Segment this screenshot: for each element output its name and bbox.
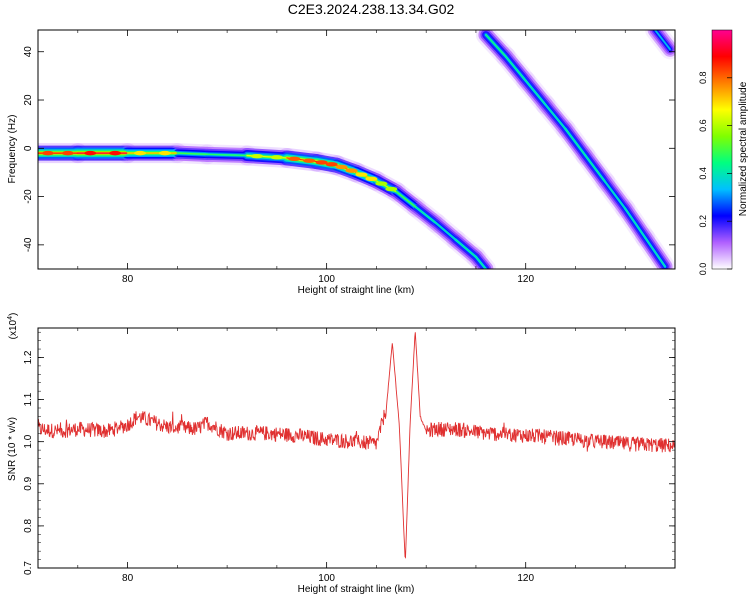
trace-hotspot (325, 162, 338, 167)
trace-hotspot (385, 186, 398, 192)
colorbar-tick-label: 0.2 (698, 215, 708, 228)
snr-y-tick-label: 1.2 (23, 350, 34, 364)
colorbar-tick-label: 0.6 (698, 119, 708, 132)
spectrogram-panel: 80 100 120 -40 -20 0 20 40 Height of straight l… (7, 29, 676, 296)
snr-y-tick-label: 0.8 (23, 519, 34, 533)
spectral-trace-1 (38, 143, 496, 269)
snr-x-label: Height of straight line (km) (298, 584, 415, 595)
trace-segment (485, 34, 507, 58)
trace-segment (604, 181, 626, 210)
trace-segment (644, 237, 666, 268)
snr-panel: 80 100 120 0.7 0.8 0.9 1.0 1.1 1.2 Height of str… (7, 313, 676, 595)
trace-hotspot (61, 150, 74, 156)
trace-segment (176, 152, 208, 155)
colorbar-tick-label: 0.4 (698, 167, 708, 180)
colorbar-tick-label: 0.0 (698, 263, 708, 276)
spectrogram-y-tick-label: 40 (23, 46, 34, 58)
trace-segment (564, 128, 587, 157)
trace-hotspot (270, 155, 283, 160)
trace-hotspot (315, 160, 328, 165)
spectrogram-frame (37, 29, 676, 270)
trace-segment (415, 206, 437, 224)
spectrogram-x-tick-label: 80 (122, 274, 134, 285)
spectrogram-x-tick-label: 100 (318, 274, 335, 285)
snr-x-tick-label: 120 (517, 573, 534, 584)
trace-hotspot (41, 150, 54, 156)
spectrogram-x-label: Height of straight line (km) (298, 285, 415, 296)
spectrogram-y-tick-label: -20 (23, 189, 34, 204)
trace-hotspot (109, 150, 122, 156)
spectral-trace-2 (475, 30, 675, 269)
spectral-trace-3 (645, 30, 675, 60)
trace-hotspot (84, 150, 97, 156)
trace-segment (545, 104, 567, 130)
trace-segment (435, 222, 457, 241)
colorbar-ticks: 0.0 0.2 0.4 0.6 0.8 (698, 72, 732, 276)
spectrogram-y-tick-label: 0 (23, 145, 34, 151)
snr-y-tick-label: 0.7 (23, 561, 34, 575)
trace-hotspot (335, 164, 348, 170)
trace-segment (455, 239, 477, 258)
snr-y-tick-label: 0.9 (23, 476, 34, 490)
figure-title: C2E3.2024.238.13.34.G02 (288, 1, 455, 17)
colorbar-label: Normalized spectral amplitude (738, 81, 749, 216)
trace-hotspot (375, 181, 388, 186)
trace-segment (395, 191, 417, 209)
snr-y-tick-label: 1.1 (23, 392, 34, 406)
snr-x-tick-label: 80 (122, 573, 134, 584)
trace-hotspot (365, 176, 378, 181)
snr-y-tick-label: 1.0 (23, 434, 34, 448)
snr-y-label: SNR (10 * v/v) (7, 417, 18, 481)
trace-hotspot (303, 158, 316, 163)
trace-hotspot (288, 156, 301, 162)
trace-hotspot (345, 168, 358, 173)
spectral-traces (38, 30, 675, 269)
snr-plot-area (38, 328, 675, 568)
trace-segment (505, 55, 527, 82)
colorbar-scale (711, 29, 733, 270)
trace-segment (206, 153, 248, 157)
trace-hotspot (158, 150, 171, 156)
trace-segment (654, 30, 671, 50)
snr-multiplier-exponent: 4 (7, 316, 14, 320)
snr-ticks: 80 100 120 0.7 0.8 0.9 1.0 1.1 1.2 (23, 328, 676, 584)
spectrogram-ticks: 80 100 120 -40 -20 0 20 40 (23, 30, 676, 285)
colorbar: 0.0 0.2 0.4 0.6 0.8 Normalized spectral ampl… (698, 29, 749, 276)
spectrogram-y-tick-label: 20 (23, 94, 34, 106)
trace-segment (525, 80, 547, 106)
spectrogram-x-tick-label: 120 (517, 274, 534, 285)
trace-hotspot (355, 172, 368, 177)
snr-series-line (38, 332, 675, 559)
trace-hotspot (134, 150, 147, 156)
trace-segment (624, 208, 646, 239)
trace-hotspot (250, 153, 263, 159)
spectrogram-y-tick-label: -40 (23, 237, 34, 252)
snr-x-tick-label: 100 (318, 573, 335, 584)
trace-segment (475, 256, 487, 269)
colorbar-tick-label: 0.8 (698, 72, 708, 85)
snr-frame (37, 327, 676, 569)
trace-segment (584, 154, 606, 183)
snr-multiplier: (x104) (7, 313, 19, 340)
spectrogram-y-label: Frequency (Hz) (7, 115, 18, 184)
